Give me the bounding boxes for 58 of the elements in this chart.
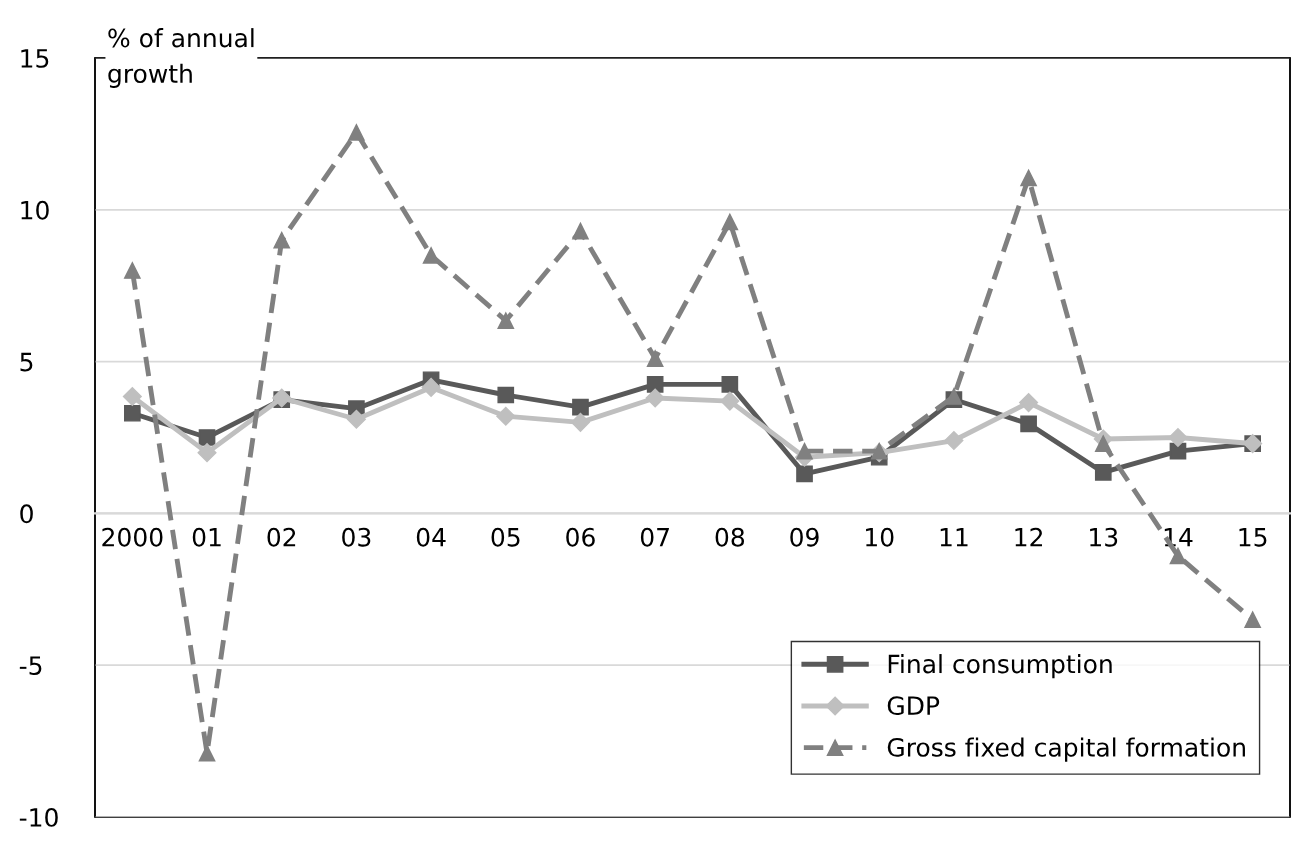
x-tick-label: 07	[640, 527, 669, 547]
point	[273, 231, 291, 249]
point	[572, 398, 589, 416]
point	[198, 429, 216, 446]
y-tick-label: 0	[20, 504, 33, 524]
x-tick-label: 04	[416, 527, 446, 547]
point	[796, 465, 813, 483]
point	[646, 376, 664, 393]
point	[720, 391, 740, 411]
point	[721, 376, 739, 393]
x-tick-label: 09	[790, 527, 819, 547]
x-tick-label: 12	[1015, 527, 1042, 547]
point	[1019, 393, 1039, 413]
y-tick-label: 10	[21, 200, 49, 220]
y-axis-title: % of annual growth	[108, 28, 254, 88]
y-tick-label: -5	[19, 656, 42, 676]
x-tick-label: 10	[866, 527, 894, 547]
point	[124, 262, 141, 279]
point	[497, 386, 515, 404]
point	[421, 377, 441, 397]
point	[348, 124, 365, 141]
point	[1168, 427, 1188, 448]
y-tick-label: 15	[21, 49, 49, 68]
point	[1094, 435, 1112, 452]
point	[122, 386, 142, 407]
point	[1244, 611, 1261, 628]
x-tick-label: 05	[491, 527, 520, 547]
point	[346, 409, 366, 429]
x-tick-label: 06	[566, 527, 595, 547]
y-tick-label: 5	[20, 352, 33, 372]
x-tick-label: 01	[192, 527, 221, 547]
x-tick-label: 11	[940, 528, 968, 547]
x-tick-label: 08	[715, 527, 745, 547]
point	[1020, 169, 1037, 187]
x-tick-label: 2000	[102, 527, 163, 547]
point	[197, 443, 217, 463]
legend-label: Final consumption	[888, 654, 1112, 679]
point	[497, 312, 515, 329]
point	[572, 222, 589, 240]
legend-label: Gross fixed capital formation	[887, 737, 1245, 762]
point	[570, 412, 591, 432]
x-tick-label: 02	[267, 527, 296, 547]
point	[1169, 547, 1187, 565]
point	[198, 744, 216, 762]
point	[721, 213, 739, 231]
point	[944, 431, 964, 451]
y-tick-label: -10	[19, 807, 58, 827]
legend-label: GDP	[887, 696, 940, 716]
point	[496, 406, 516, 426]
x-tick-label: 13	[1090, 527, 1118, 547]
point	[646, 350, 664, 367]
point	[645, 388, 665, 408]
point	[124, 404, 141, 422]
point	[1094, 464, 1112, 481]
point	[1020, 415, 1037, 433]
x-tick-label: 15	[1239, 528, 1267, 547]
point	[796, 442, 813, 460]
x-tick-label: 03	[342, 527, 371, 547]
